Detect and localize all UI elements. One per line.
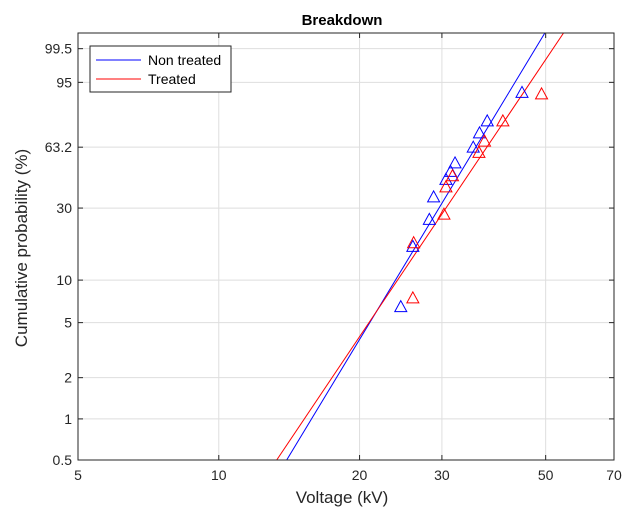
data-point-non-treated xyxy=(472,125,487,139)
data-point-treated xyxy=(406,235,421,249)
y-tick-label: 95 xyxy=(56,74,72,90)
legend-label-treated: Treated xyxy=(148,71,196,87)
y-tick-labels: 0.5 1 2 5 10 30 63.2 95 99.5 xyxy=(45,41,72,468)
plot-area xyxy=(78,33,614,460)
data-markers xyxy=(393,85,549,313)
x-tick-label: 20 xyxy=(352,467,368,483)
data-point-treated xyxy=(472,145,486,158)
legend-label-non-treated: Non treated xyxy=(148,52,221,68)
data-point-treated xyxy=(445,168,460,182)
data-point-treated xyxy=(437,207,451,220)
x-tick-labels: 5 10 20 30 50 70 xyxy=(74,467,622,483)
y-tick-label: 5 xyxy=(64,315,72,331)
legend: Non treated Treated xyxy=(89,45,232,93)
fit-line-treated xyxy=(276,33,564,460)
y-tick-label: 2 xyxy=(64,370,72,386)
data-point-non-treated xyxy=(393,299,408,313)
data-point-treated xyxy=(406,290,420,304)
y-tick-label: 99.5 xyxy=(45,41,72,57)
y-tick-label: 30 xyxy=(56,200,72,216)
x-tick-label: 30 xyxy=(434,467,450,483)
x-axis-title: Voltage (kV) xyxy=(296,488,389,507)
grid-lines xyxy=(77,33,615,461)
data-point-non-treated xyxy=(426,189,441,203)
data-point-treated xyxy=(496,113,510,127)
y-tick-label: 0.5 xyxy=(53,452,73,468)
data-point-non-treated xyxy=(466,140,481,153)
data-point-non-treated xyxy=(448,155,462,169)
y-axis-title: Cumulative probability (%) xyxy=(12,149,31,347)
chart-title: Breakdown xyxy=(302,12,383,29)
data-point-non-treated xyxy=(406,239,420,252)
legend-box xyxy=(89,45,232,93)
data-point-treated xyxy=(477,134,492,147)
data-point-treated xyxy=(534,86,549,100)
data-point-non-treated xyxy=(515,85,529,98)
x-tick-label: 10 xyxy=(211,467,227,483)
data-point-treated xyxy=(439,179,453,193)
y-tick-label: 1 xyxy=(64,411,72,427)
y-tick-label: 10 xyxy=(56,272,72,288)
plot-frame xyxy=(77,32,615,461)
data-point-non-treated xyxy=(480,113,495,127)
x-tick-label: 50 xyxy=(538,467,554,483)
y-tick-label: 63.2 xyxy=(45,139,72,155)
x-tick-label: 70 xyxy=(606,467,622,483)
data-point-non-treated xyxy=(439,172,453,185)
data-point-non-treated xyxy=(422,212,437,225)
x-tick-label: 5 xyxy=(74,467,82,483)
